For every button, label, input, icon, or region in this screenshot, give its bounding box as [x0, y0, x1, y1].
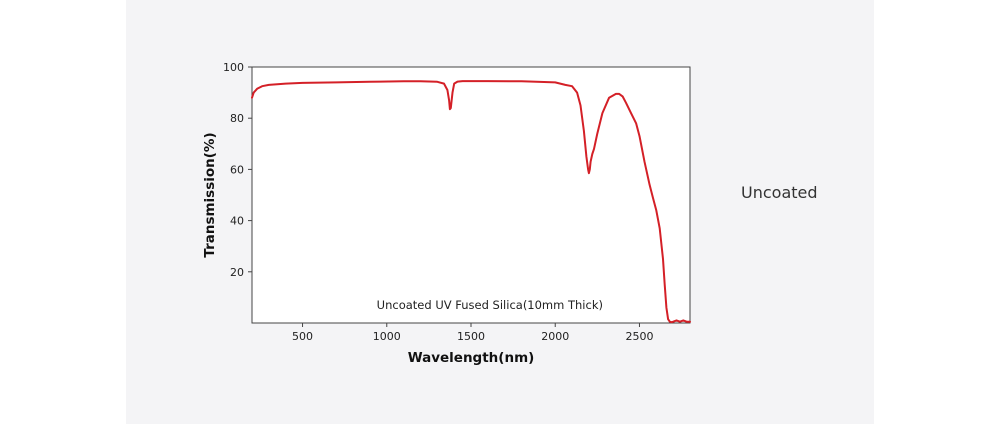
- coating-label: Uncoated: [741, 183, 818, 202]
- x-tick-label: 2500: [625, 330, 653, 343]
- chart-annotation: Uncoated UV Fused Silica(10mm Thick): [377, 298, 603, 312]
- x-axis-label: Wavelength(nm): [408, 350, 535, 366]
- series-line: [251, 80, 691, 324]
- y-axis-label: Transmission(%): [202, 132, 218, 257]
- y-tick-label: 40: [230, 215, 244, 228]
- x-tick-label: 1000: [373, 330, 401, 343]
- x-tick-label: 2000: [541, 330, 569, 343]
- x-tick-label: 500: [292, 330, 313, 343]
- y-tick-label: 80: [230, 112, 244, 125]
- y-axis: 20 40 60 80 100: [223, 61, 252, 279]
- y-tick-label: 100: [223, 61, 244, 74]
- y-tick-label: 60: [230, 163, 244, 176]
- x-axis: 500 1000 1500 2000 2500: [292, 323, 653, 343]
- y-tick-label: 20: [230, 266, 244, 279]
- x-tick-label: 1500: [457, 330, 485, 343]
- plot-area: [251, 66, 691, 324]
